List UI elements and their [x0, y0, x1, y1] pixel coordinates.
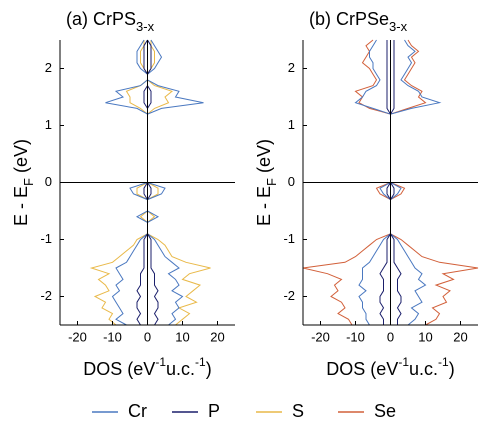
x-axis-label: DOS (eV-1u.c.-1) — [83, 355, 211, 379]
y-axis-label-part: E - E — [11, 186, 31, 226]
x-tick-label: -20 — [68, 329, 87, 344]
y-axis-label-part: F — [264, 178, 279, 186]
x-axis-label-part: u.c. — [409, 359, 438, 379]
y-axis-label: E - EF (eV) — [254, 139, 279, 226]
x-axis-label: DOS (eV-1u.c.-1) — [326, 355, 454, 379]
y-axis-label-part: (eV) — [11, 139, 31, 178]
chart-title-part: (a) CrPS — [66, 9, 136, 29]
x-tick-label: 0 — [387, 329, 394, 344]
legend-label: Cr — [128, 401, 147, 421]
x-tick-label: -10 — [103, 329, 122, 344]
y-tick-label: 0 — [288, 174, 295, 189]
y-tick-label: -1 — [40, 231, 52, 246]
x-tick-label: 20 — [453, 329, 467, 344]
legend-label: P — [208, 401, 220, 421]
x-axis-label-part: DOS (eV — [326, 359, 398, 379]
x-tick-label: 20 — [210, 329, 224, 344]
y-axis-label-part: F — [21, 178, 36, 186]
legend: Cr P S Se — [92, 401, 396, 421]
chart-title-part: 3-x — [389, 19, 408, 34]
y-tick-label: -2 — [40, 288, 52, 303]
x-axis-label-part: -1 — [398, 355, 409, 369]
x-axis-label-part: -1 — [155, 355, 166, 369]
legend-label: Se — [374, 401, 396, 421]
y-axis-label: E - EF (eV) — [11, 139, 36, 226]
y-tick-label: -1 — [283, 231, 295, 246]
x-tick-label: 10 — [175, 329, 189, 344]
x-axis-label-part: u.c. — [166, 359, 195, 379]
x-axis-label-part: ) — [206, 359, 212, 379]
y-tick-label: 1 — [288, 117, 295, 132]
chart-title-part: (b) CrPSe — [309, 9, 389, 29]
x-axis-label-part: ) — [449, 359, 455, 379]
x-axis-label-part: DOS (eV — [83, 359, 155, 379]
y-axis-label-part: (eV) — [254, 139, 274, 178]
y-tick-label: -2 — [283, 288, 295, 303]
x-tick-label: -20 — [311, 329, 330, 344]
legend-label: S — [292, 401, 304, 421]
chart-title-part: 3-x — [136, 19, 155, 34]
x-tick-label: 0 — [144, 329, 151, 344]
y-tick-label: 2 — [288, 60, 295, 75]
x-tick-label: 10 — [418, 329, 432, 344]
y-axis-label-part: E - E — [254, 186, 274, 226]
x-axis-label-part: -1 — [438, 355, 449, 369]
y-tick-label: 1 — [45, 117, 52, 132]
chart-title: (b) CrPSe3-x — [309, 9, 408, 34]
x-tick-label: -10 — [346, 329, 365, 344]
chart-title: (a) CrPS3-x — [66, 9, 155, 34]
y-tick-label: 0 — [45, 174, 52, 189]
x-axis-label-part: -1 — [195, 355, 206, 369]
y-tick-label: 2 — [45, 60, 52, 75]
